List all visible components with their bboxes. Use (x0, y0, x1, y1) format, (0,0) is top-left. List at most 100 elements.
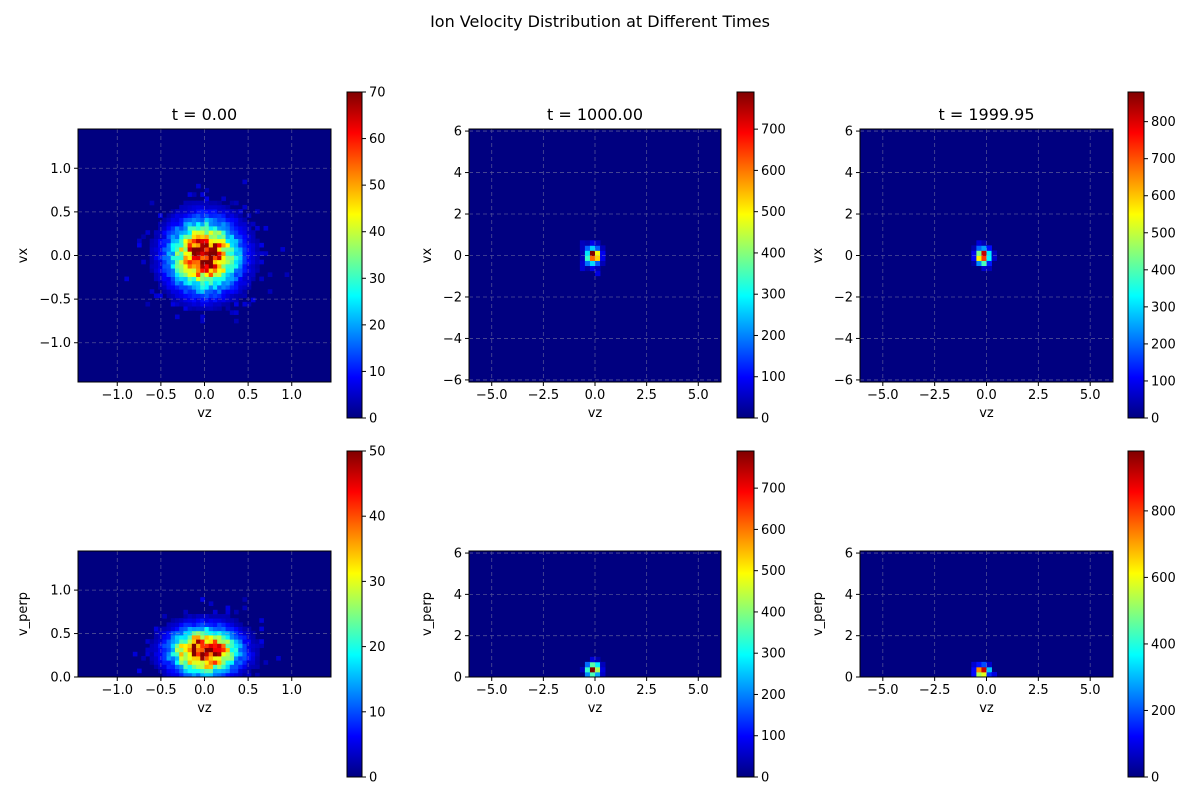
heatmap-cell (183, 647, 189, 653)
heatmap-cell (179, 668, 184, 674)
heatmap-cell (259, 242, 264, 248)
heatmap-cell (229, 639, 235, 644)
heatmap-cell (208, 601, 214, 606)
heatmap-cell (153, 635, 159, 640)
heatmap-cell (183, 268, 189, 273)
heatmap-cell (200, 668, 205, 674)
heatmap-cell (255, 259, 260, 265)
heatmap-cell (200, 259, 205, 265)
heatmap-cell (162, 242, 167, 248)
heatmap-cell (229, 276, 235, 282)
heatmap-cell (229, 660, 235, 665)
heatmap-cell (221, 626, 226, 632)
heatmap-cell (212, 289, 218, 294)
heatmap-cell (584, 666, 591, 673)
heatmap-cell (174, 647, 180, 653)
heatmap-cell (158, 213, 163, 218)
x-axis-label: vz (979, 406, 994, 421)
heatmap-cell (263, 660, 269, 665)
subplot-title: t = 1000.00 (547, 105, 643, 124)
heatmap-cell (238, 272, 243, 277)
subplot-title: t = 1999.95 (938, 105, 1034, 124)
heatmap-cell (170, 285, 176, 290)
heatmap-cell (600, 260, 606, 267)
heatmap-cell (595, 671, 601, 678)
heatmap-cell (246, 225, 252, 231)
heatmap-cell (153, 251, 159, 256)
heatmap-cell (153, 230, 159, 235)
heatmap-cell (263, 251, 269, 256)
heatmap-cell (234, 643, 239, 648)
heatmap-cell (158, 626, 163, 632)
heatmap-cell (217, 651, 222, 657)
heatmap-cell (234, 272, 239, 277)
heatmap-cell (187, 200, 193, 206)
heatmap-cell (584, 661, 591, 668)
heatmap-cell (238, 234, 243, 240)
heatmap-cell (246, 230, 252, 235)
heatmap-cell (217, 251, 222, 256)
heatmap-cell (200, 225, 205, 231)
heatmap-cell (250, 268, 256, 273)
heatmap-cell (200, 280, 205, 286)
heatmap-cell (238, 247, 243, 252)
heatmap-cell (234, 664, 239, 669)
heatmap-cell (179, 643, 184, 648)
heatmap-cell (217, 647, 222, 653)
x-tick-label: −2.5 (528, 683, 560, 698)
colorbar-tick-label: 300 (761, 288, 786, 303)
heatmap-cell (153, 247, 159, 252)
heatmap-cell (179, 213, 184, 218)
heatmap-cell (246, 639, 252, 644)
heatmap-cell (212, 635, 218, 640)
heatmap-cell (212, 247, 218, 252)
heatmap-cell (204, 622, 210, 627)
heatmap-cell (124, 276, 129, 282)
heatmap-cell (204, 217, 210, 223)
heatmap-cell (221, 293, 226, 299)
heatmap-cell (204, 242, 210, 248)
heatmap-cell (204, 188, 210, 193)
heatmap-cell (200, 263, 205, 269)
heatmap-cell (162, 668, 167, 674)
heatmap-cell (187, 230, 193, 235)
heatmap-cell (208, 259, 214, 265)
heatmap-cell (191, 643, 197, 648)
heatmap-cell (191, 234, 197, 240)
heatmap-cell (238, 238, 243, 244)
heatmap-cell (242, 605, 248, 611)
y-tick-label: 2 (845, 629, 853, 644)
heatmap-cell (267, 272, 273, 277)
y-tick-label: 4 (845, 588, 853, 603)
heatmap-cell (217, 209, 222, 214)
heatmap-cell (162, 263, 167, 269)
heatmap-cell (170, 289, 176, 294)
heatmap-cell (174, 234, 180, 240)
heatmap-cell (217, 618, 222, 623)
heatmap-cell (162, 656, 167, 661)
heatmap-cell (246, 221, 252, 227)
heatmap-cell (191, 297, 197, 303)
heatmap-cell (179, 660, 184, 665)
heatmap-cell (221, 618, 226, 623)
heatmap-cell (242, 301, 248, 307)
heatmap-cell (187, 306, 193, 311)
heatmap-cell (229, 622, 235, 627)
heatmap-cell (208, 614, 214, 619)
heatmap-cell (225, 293, 231, 299)
heatmap-cell (183, 293, 189, 299)
heatmap-cell (217, 630, 222, 636)
heatmap-cell (191, 285, 197, 290)
heatmap-cell (183, 200, 189, 206)
heatmap-cell (246, 672, 252, 678)
heatmap-cell (204, 656, 210, 661)
heatmap-cell (166, 217, 172, 223)
heatmap-cell (179, 272, 184, 277)
heatmap-cell (221, 272, 226, 277)
x-tick-label: −2.5 (528, 388, 560, 403)
heatmap-cell (221, 221, 226, 227)
heatmap-cell (246, 630, 252, 636)
heatmap-cell (234, 618, 239, 623)
heatmap-cell (200, 318, 205, 324)
